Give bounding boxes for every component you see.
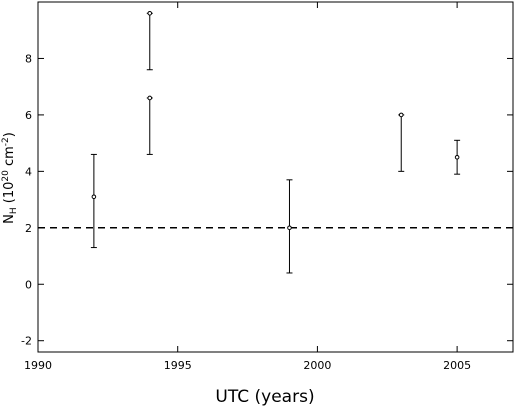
y-label-part: -2 [1,137,11,146]
x-tick-label: 1995 [164,359,192,372]
data-point [398,112,404,118]
data-point [147,10,153,16]
y-label-part: H [9,207,19,214]
data-point [287,225,292,231]
y-label-part: ) [2,132,17,137]
x-tick-label: 2000 [303,359,331,372]
data-point [91,194,97,200]
y-label-part: cm [2,146,17,170]
y-label-part: 20 [1,170,11,182]
y-tick-label: -2 [21,335,32,348]
y-label-part: (10 [2,182,17,208]
y-axis-label: NH (1020 cm-2) [1,132,19,224]
y-label-part: N [2,214,17,224]
x-tick-label: 1990 [24,359,52,372]
plot-frame [37,1,514,353]
y-tick-label: 0 [25,278,32,291]
y-tick-label: 4 [25,165,32,178]
x-axis-label: UTC (years) [215,387,314,407]
data-point [147,95,153,101]
data-point [454,154,460,160]
x-tick-label: 2005 [443,359,471,372]
y-tick-label: 8 [25,52,32,65]
y-tick-label: 6 [25,109,32,122]
y-tick-label: 2 [25,222,32,235]
